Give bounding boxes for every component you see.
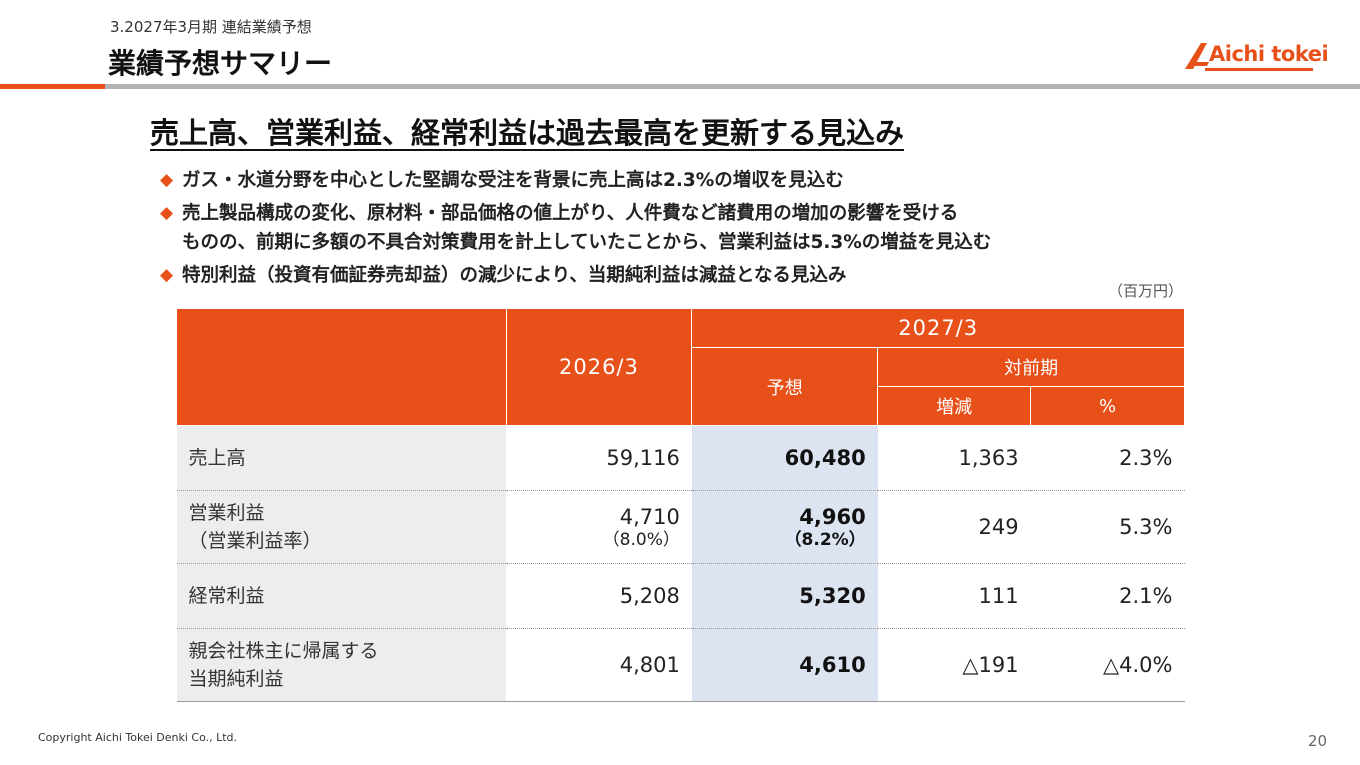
logo-underline [1205, 68, 1313, 71]
header-corner [176, 308, 507, 426]
header-rule-accent [0, 84, 105, 89]
bullet-text: ガス・水道分野を中心とした堅調な受注を背景に売上高は2.3%の増収を見込む [182, 170, 844, 191]
table-row: 営業利益 （営業利益率） 4,710 （8.0%） 4,960 （8.2%） 2… [176, 490, 1185, 564]
header-rule [0, 84, 1360, 89]
table-row: 売上高 59,116 60,480 1,363 2.3% [176, 425, 1185, 491]
row-label: 売上高 [176, 425, 507, 491]
row-label: 経常利益 [176, 563, 507, 629]
bullet-text: 特別利益（投資有価証券売却益）の減少により、当期純利益は減益となる見込み [182, 265, 847, 286]
forecast-table: 2026/3 2027/3 予想 対前期 増減 % 売上高 59,116 60,… [176, 308, 1185, 702]
logo-mark-icon [1185, 43, 1209, 69]
header-change: 増減 [877, 386, 1032, 426]
logo-text: Aichi tokei [1209, 42, 1329, 66]
header-forecast: 予想 [691, 347, 879, 426]
unit-label: （百万円） [1108, 282, 1184, 300]
page-number: 20 [1308, 732, 1328, 750]
value-percent: 2.3% [1030, 425, 1185, 491]
value-change: △191 [877, 628, 1031, 702]
diamond-icon: ◆ [160, 265, 174, 285]
value-percent: 5.3% [1030, 490, 1185, 564]
value-change: 1,363 [877, 425, 1031, 491]
bullet-list: ◆ ガス・水道分野を中心とした堅調な受注を背景に売上高は2.3%の増収を見込む … [160, 166, 991, 294]
value-percent: △4.0% [1030, 628, 1185, 702]
header-2026: 2026/3 [505, 308, 693, 426]
bullet-item: ◆ 売上製品構成の変化、原材料・部品価格の値上がり、人件費など諸費用の増加の影響… [160, 199, 991, 257]
diamond-icon: ◆ [160, 203, 174, 223]
value-forecast: 60,480 [691, 425, 878, 491]
row-label: 営業利益 （営業利益率） [176, 490, 507, 564]
bullet-item: ◆ ガス・水道分野を中心とした堅調な受注を背景に売上高は2.3%の増収を見込む [160, 166, 991, 195]
bullet-item: ◆ 特別利益（投資有価証券売却益）の減少により、当期純利益は減益となる見込み [160, 261, 991, 290]
value-percent: 2.1% [1030, 563, 1185, 629]
diamond-icon: ◆ [160, 170, 174, 190]
value-2026: 4,710 （8.0%） [506, 490, 692, 564]
row-label: 親会社株主に帰属する 当期純利益 [176, 628, 507, 702]
page-title: 業績予想サマリー [108, 47, 333, 80]
headline: 売上高、営業利益、経常利益は過去最高を更新する見込み [150, 116, 905, 150]
table-row: 経常利益 5,208 5,320 111 2.1% [176, 563, 1185, 629]
value-change: 249 [877, 490, 1031, 564]
copyright: Copyright Aichi Tokei Denki Co., Ltd. [38, 731, 238, 744]
value-forecast: 5,320 [691, 563, 878, 629]
value-forecast: 4,610 [691, 628, 878, 702]
value-forecast: 4,960 （8.2%） [691, 490, 878, 564]
section-label: 3.2027年3月期 連結業績予想 [110, 18, 312, 36]
header-2027: 2027/3 [691, 308, 1185, 348]
table-row: 親会社株主に帰属する 当期純利益 4,801 4,610 △191 △4.0% [176, 628, 1185, 702]
header-yoy: 対前期 [877, 347, 1185, 387]
bullet-text: 売上製品構成の変化、原材料・部品価格の値上がり、人件費など諸費用の増加の影響を受… [182, 203, 959, 224]
company-logo: Aichi tokei [1183, 40, 1329, 74]
value-change: 111 [877, 563, 1031, 629]
value-2026: 5,208 [506, 563, 692, 629]
value-2026: 4,801 [506, 628, 692, 702]
bullet-text: ものの、前期に多額の不具合対策費用を計上していたことから、営業利益は5.3%の増… [182, 232, 992, 253]
value-2026: 59,116 [506, 425, 692, 491]
header-percent: % [1030, 386, 1185, 426]
